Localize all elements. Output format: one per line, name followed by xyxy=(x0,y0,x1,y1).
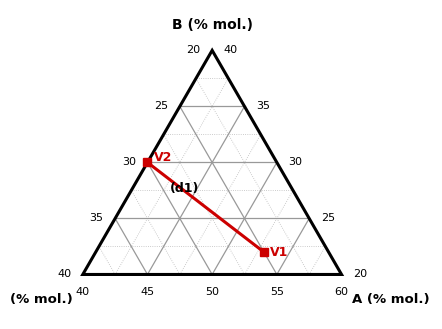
Text: 40: 40 xyxy=(224,45,238,55)
Text: B (% mol.): B (% mol.) xyxy=(171,18,253,32)
Text: 40: 40 xyxy=(57,269,71,279)
Text: 40: 40 xyxy=(76,287,90,297)
Text: V1: V1 xyxy=(271,246,289,259)
Text: 35: 35 xyxy=(89,214,103,223)
Text: 30: 30 xyxy=(289,158,302,167)
Text: (d1): (d1) xyxy=(169,182,199,195)
Text: 50: 50 xyxy=(205,287,219,297)
Text: (% mol.): (% mol.) xyxy=(10,292,72,306)
Text: 20: 20 xyxy=(187,45,201,55)
Text: 60: 60 xyxy=(335,287,349,297)
Text: 30: 30 xyxy=(122,158,136,167)
Text: 25: 25 xyxy=(321,214,335,223)
Text: V2: V2 xyxy=(154,151,172,164)
Text: 45: 45 xyxy=(141,287,155,297)
Text: 25: 25 xyxy=(154,101,168,112)
Text: 55: 55 xyxy=(270,287,284,297)
Text: A (% mol.): A (% mol.) xyxy=(352,292,430,306)
Text: 35: 35 xyxy=(256,101,270,112)
Text: 20: 20 xyxy=(353,269,367,279)
